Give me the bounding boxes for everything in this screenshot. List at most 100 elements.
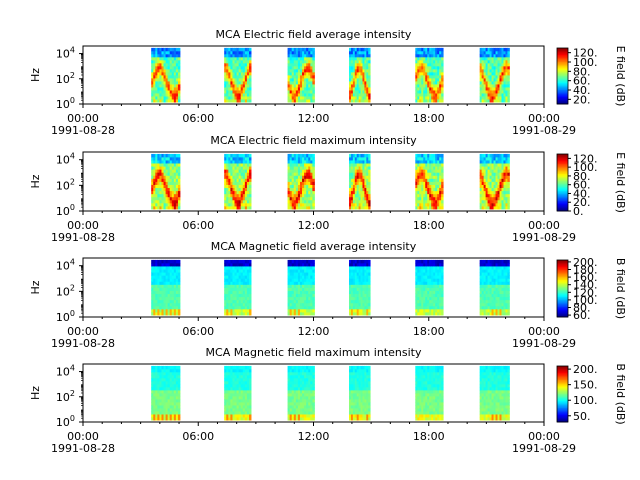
y-tick-exponent: 0 bbox=[70, 96, 75, 105]
y-tick-exponent: 0 bbox=[70, 309, 75, 318]
y-tick-base: 10 bbox=[56, 416, 70, 429]
orbit-pass bbox=[151, 47, 181, 103]
orbit-pass bbox=[349, 153, 371, 210]
colorbar-tick-label: 100. bbox=[573, 394, 598, 407]
colorbar-frame bbox=[556, 47, 569, 105]
colorbar-tick-label: 120. bbox=[573, 47, 598, 60]
panel-title: MCA Electric field average intensity bbox=[216, 28, 412, 41]
x-tick-label: 00:00 bbox=[528, 219, 560, 232]
x-tick-label: 00:00 bbox=[67, 112, 99, 125]
spectrogram-panel: MCA Electric field maximum intensity Hz 10… bbox=[29, 134, 627, 244]
y-tick-exponent: 4 bbox=[70, 152, 75, 161]
date-label: 1991-08-29 bbox=[512, 124, 576, 137]
orbit-pass bbox=[349, 47, 371, 103]
orbit-pass bbox=[479, 259, 510, 316]
orbit-pass bbox=[415, 153, 444, 210]
x-tick-label: 12:00 bbox=[298, 219, 330, 232]
colorbar-tick-label: 160. bbox=[573, 271, 598, 284]
y-tick-label: 104 bbox=[56, 258, 75, 273]
orbit-pass bbox=[415, 365, 444, 421]
colorbar bbox=[557, 154, 568, 212]
colorbar-tick-label: 100. bbox=[573, 56, 598, 69]
y-tick-label: 102 bbox=[56, 283, 75, 298]
colorbar-tick-label: 120. bbox=[573, 286, 598, 299]
y-tick-label: 102 bbox=[56, 389, 75, 404]
y-tick-label: 104 bbox=[56, 152, 75, 167]
y-tick-label: 100 bbox=[56, 414, 75, 429]
y-tick-exponent: 0 bbox=[70, 414, 75, 423]
y-tick-label: 104 bbox=[56, 364, 75, 379]
x-tick-label: 12:00 bbox=[298, 430, 330, 443]
orbit-pass bbox=[415, 259, 444, 316]
colorbar-label: B field (dB) bbox=[614, 363, 627, 424]
x-tick-label: 00:00 bbox=[528, 112, 560, 125]
x-tick-label: 06:00 bbox=[182, 219, 214, 232]
panel-title: MCA Magnetic field average intensity bbox=[211, 240, 417, 253]
orbit-pass bbox=[349, 365, 371, 421]
orbit-pass bbox=[479, 153, 510, 210]
colorbar-tick-label: 80. bbox=[573, 302, 591, 315]
y-tick-exponent: 4 bbox=[70, 46, 75, 55]
colorbar-label: B field (dB) bbox=[614, 258, 627, 319]
x-tick-label: 00:00 bbox=[528, 430, 560, 443]
colorbar-tick-label: 100. bbox=[573, 161, 598, 174]
colorbar-tick-label: 150. bbox=[573, 379, 598, 392]
x-tick-label: 18:00 bbox=[413, 112, 445, 125]
x-tick-label: 00:00 bbox=[67, 430, 99, 443]
y-tick-base: 10 bbox=[56, 154, 70, 167]
orbit-pass bbox=[224, 365, 252, 421]
y-tick-base: 10 bbox=[56, 260, 70, 273]
y-tick-base: 10 bbox=[56, 98, 70, 111]
colorbar-tick-label: 200. bbox=[573, 363, 598, 376]
colorbar-tick-label: 50. bbox=[573, 410, 591, 423]
orbit-pass bbox=[224, 259, 252, 316]
x-tick-label: 00:00 bbox=[67, 219, 99, 232]
y-tick-exponent: 2 bbox=[70, 177, 75, 186]
y-tick-exponent: 2 bbox=[70, 389, 75, 398]
x-tick-label: 18:00 bbox=[413, 219, 445, 232]
date-label: 1991-08-28 bbox=[51, 337, 115, 350]
y-tick-base: 10 bbox=[56, 205, 70, 218]
orbit-pass bbox=[415, 47, 444, 103]
y-tick-exponent: 0 bbox=[70, 203, 75, 212]
orbit-pass bbox=[287, 259, 315, 316]
spectrogram-panel: MCA Magnetic field average intensity Hz 10… bbox=[29, 240, 627, 350]
date-label: 1991-08-29 bbox=[512, 442, 576, 455]
colorbar-frame bbox=[556, 365, 569, 423]
y-tick-label: 102 bbox=[56, 71, 75, 86]
orbit-pass bbox=[151, 259, 181, 316]
y-tick-label: 102 bbox=[56, 177, 75, 192]
y-tick-base: 10 bbox=[56, 391, 70, 404]
colorbar-tick-label: 20. bbox=[573, 196, 591, 209]
spectrogram-panel: MCA Magnetic field maximum intensity Hz 10… bbox=[29, 346, 627, 455]
y-tick-base: 10 bbox=[56, 285, 70, 298]
y-tick-label: 100 bbox=[56, 96, 75, 111]
orbit-pass bbox=[287, 365, 315, 421]
y-tick-exponent: 4 bbox=[70, 364, 75, 373]
y-tick-base: 10 bbox=[56, 179, 70, 192]
colorbar-label: E field (dB) bbox=[614, 152, 627, 213]
colorbar-frame bbox=[556, 259, 569, 318]
orbit-pass bbox=[479, 365, 510, 421]
y-tick-label: 100 bbox=[56, 203, 75, 218]
y-tick-exponent: 2 bbox=[70, 283, 75, 292]
panel-title: MCA Magnetic field maximum intensity bbox=[206, 346, 422, 359]
spectrogram-panel: MCA Electric field average intensity Hz 10… bbox=[29, 28, 627, 137]
date-label: 1991-08-28 bbox=[51, 442, 115, 455]
panel-title: MCA Electric field maximum intensity bbox=[210, 134, 417, 147]
colorbar-tick-label: 140. bbox=[573, 279, 598, 292]
y-axis-label: Hz bbox=[29, 174, 42, 188]
orbit-pass bbox=[151, 365, 181, 421]
y-tick-base: 10 bbox=[56, 73, 70, 86]
y-axis-label: Hz bbox=[29, 386, 42, 400]
colorbar-tick-label: 120. bbox=[573, 152, 598, 165]
y-tick-base: 10 bbox=[56, 311, 70, 324]
colorbar-frame bbox=[556, 153, 569, 212]
date-label: 1991-08-28 bbox=[51, 231, 115, 244]
y-axis-label: Hz bbox=[29, 280, 42, 294]
x-tick-label: 00:00 bbox=[528, 325, 560, 338]
orbit-pass bbox=[287, 153, 315, 210]
y-tick-base: 10 bbox=[56, 48, 70, 61]
colorbar bbox=[557, 260, 568, 318]
